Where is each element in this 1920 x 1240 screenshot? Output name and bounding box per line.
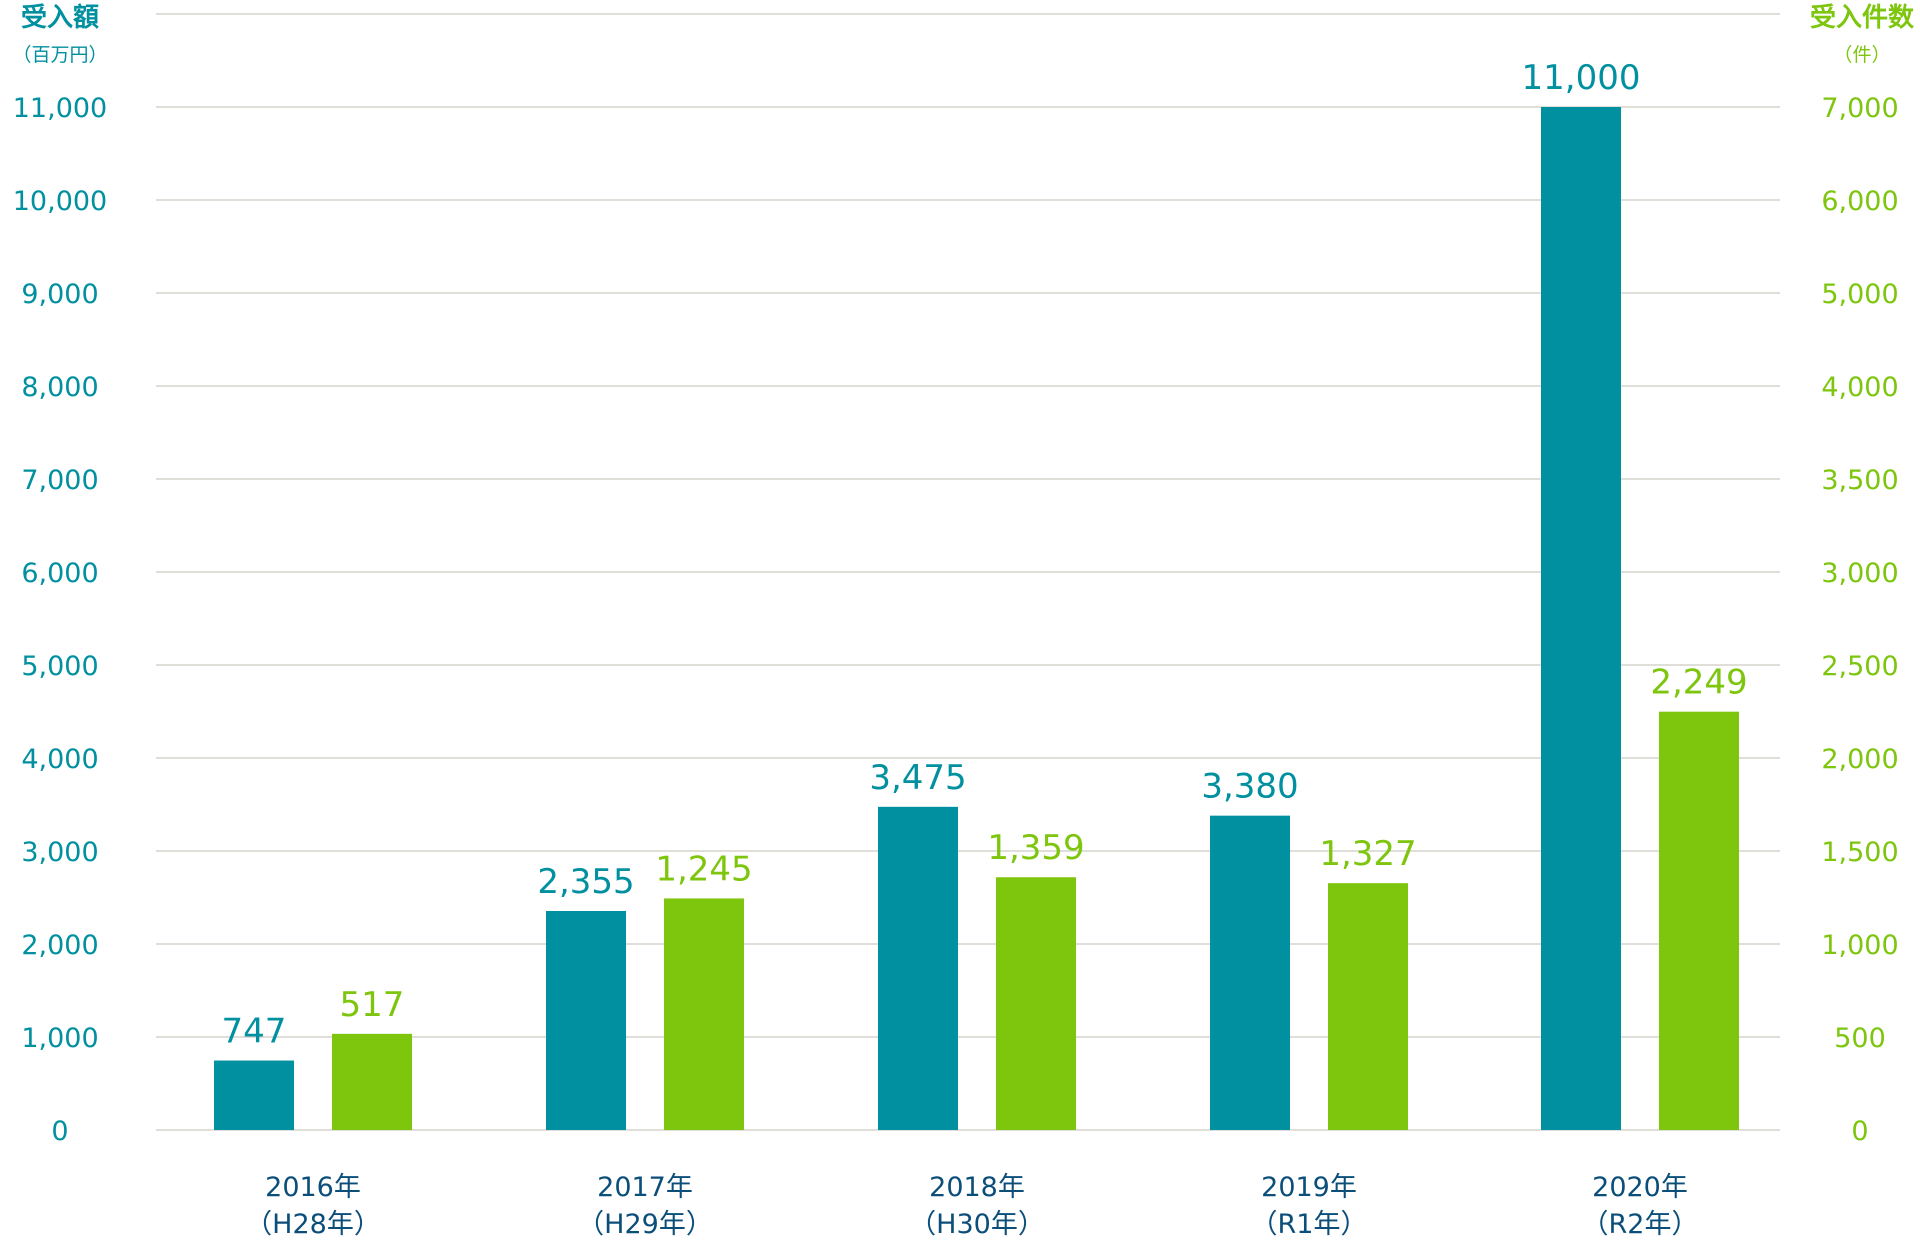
bar — [1210, 815, 1290, 1130]
bar — [996, 877, 1076, 1130]
category-label: （H30年） — [909, 1209, 1045, 1240]
category-label: （R2年） — [1582, 1209, 1699, 1240]
category-label: （R1年） — [1251, 1209, 1368, 1240]
category-label: 2016年 — [265, 1172, 361, 1203]
bar-value-label: 1,245 — [655, 849, 752, 889]
value-labels: 747 2,355 3,475 3,380 11,000 517 1,245 1,359 1,3… — [222, 58, 1748, 1052]
left-tick-label: 9,000 — [21, 279, 98, 310]
category-label: （H28年） — [245, 1209, 381, 1240]
right-tick-label: 2,500 — [1821, 651, 1898, 682]
left-tick-label: 1,000 — [21, 1023, 98, 1054]
bar — [332, 1033, 412, 1130]
bar-value-label: 2,249 — [1650, 663, 1747, 703]
bar — [214, 1060, 294, 1130]
bar-value-label: 517 — [340, 985, 405, 1025]
bar — [1659, 711, 1739, 1130]
bar-value-label: 747 — [222, 1012, 287, 1052]
bar — [1541, 107, 1621, 1130]
left-axis-title: 受入額 — [21, 2, 99, 33]
right-tick-label: 3,000 — [1821, 558, 1898, 589]
left-axis: 受入額 （百万円） 0 1,000 2,000 3,000 4,000 5,000 6,00… — [12, 2, 107, 1147]
left-tick-label: 3,000 — [21, 837, 98, 868]
right-tick-label: 500 — [1834, 1023, 1886, 1054]
left-tick-label: 2,000 — [21, 930, 98, 961]
category-label: 2019年 — [1261, 1172, 1357, 1203]
left-tick-label: 5,000 — [21, 651, 98, 682]
right-tick-label: 7,000 — [1821, 93, 1898, 124]
right-tick-label: 2,000 — [1821, 744, 1898, 775]
left-tick-label: 10,000 — [13, 186, 107, 217]
bar-value-label: 11,000 — [1522, 58, 1641, 98]
right-axis: 受入件数 （件） 0 500 1,000 1,500 2,000 2,500 3,000 3,… — [1810, 2, 1915, 1147]
left-tick-label: 8,000 — [21, 372, 98, 403]
right-tick-label: 1,500 — [1821, 837, 1898, 868]
right-tick-label: 3,500 — [1821, 465, 1898, 496]
right-tick-label: 5,000 — [1821, 279, 1898, 310]
right-tick-label: 4,000 — [1821, 372, 1898, 403]
category-label: （H29年） — [577, 1209, 713, 1240]
bar — [878, 806, 958, 1130]
right-tick-label: 1,000 — [1821, 930, 1898, 961]
bars — [214, 107, 1739, 1130]
category-label: 2017年 — [597, 1172, 693, 1203]
right-axis-title: 受入件数 — [1810, 2, 1915, 33]
category-label: 2018年 — [929, 1172, 1025, 1203]
left-axis-unit: （百万円） — [12, 44, 107, 66]
right-axis-unit: （件） — [1833, 44, 1890, 66]
bar — [546, 910, 626, 1130]
left-tick-label: 7,000 — [21, 465, 98, 496]
category-label: 2020年 — [1592, 1172, 1688, 1203]
left-tick-label: 11,000 — [13, 93, 107, 124]
bar-value-label: 1,359 — [987, 828, 1084, 868]
gridlines — [156, 13, 1780, 1131]
right-tick-label: 6,000 — [1821, 186, 1898, 217]
right-tick-label: 0 — [1851, 1116, 1868, 1147]
category-labels: 2016年 （H28年） 2017年 （H29年） 2018年 （H30年） 2019年 （R… — [245, 1172, 1698, 1240]
left-tick-label: 4,000 — [21, 744, 98, 775]
bar-value-label: 3,475 — [869, 758, 966, 798]
bar — [664, 898, 744, 1130]
bar-value-label: 3,380 — [1201, 767, 1298, 807]
bar-value-label: 2,355 — [537, 862, 634, 902]
left-tick-label: 0 — [51, 1116, 68, 1147]
bar — [1328, 883, 1408, 1130]
left-tick-label: 6,000 — [21, 558, 98, 589]
bar-value-label: 1,327 — [1319, 834, 1416, 874]
